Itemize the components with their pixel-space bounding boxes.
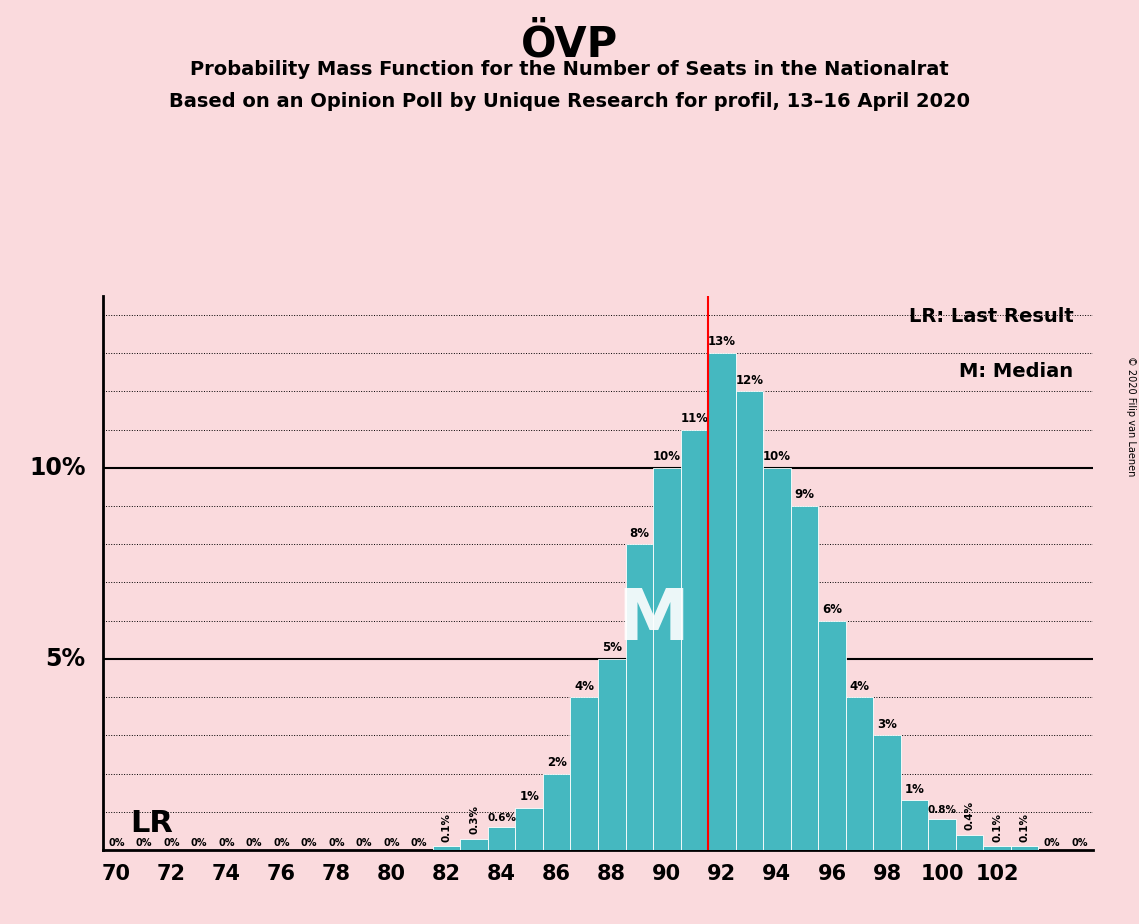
Text: 10%: 10% — [28, 456, 85, 480]
Text: 0%: 0% — [384, 838, 400, 848]
Text: 0%: 0% — [163, 838, 180, 848]
Bar — [681, 430, 708, 850]
Text: M: M — [617, 586, 689, 655]
Text: 0.4%: 0.4% — [965, 801, 975, 830]
Text: LR: Last Result: LR: Last Result — [909, 307, 1074, 326]
Text: 0.3%: 0.3% — [469, 805, 480, 834]
Bar — [708, 353, 736, 850]
Text: 0%: 0% — [219, 838, 235, 848]
Text: Probability Mass Function for the Number of Seats in the Nationalrat: Probability Mass Function for the Number… — [190, 60, 949, 79]
Bar — [460, 839, 487, 850]
Text: 8%: 8% — [629, 527, 649, 540]
Bar — [625, 544, 653, 850]
Bar — [956, 834, 983, 850]
Bar — [874, 736, 901, 850]
Text: 0.6%: 0.6% — [487, 812, 516, 822]
Bar — [736, 391, 763, 850]
Bar — [653, 468, 681, 850]
Text: 0%: 0% — [1072, 838, 1088, 848]
Text: 0%: 0% — [355, 838, 372, 848]
Bar — [928, 820, 956, 850]
Text: 5%: 5% — [601, 641, 622, 654]
Text: 1%: 1% — [904, 783, 925, 796]
Text: 0%: 0% — [190, 838, 207, 848]
Text: 0.1%: 0.1% — [1019, 813, 1030, 842]
Text: 4%: 4% — [850, 679, 869, 693]
Bar — [571, 697, 598, 850]
Bar — [818, 621, 846, 850]
Text: 10%: 10% — [763, 450, 790, 463]
Text: 0%: 0% — [108, 838, 124, 848]
Text: 1%: 1% — [519, 790, 539, 804]
Text: ÖVP: ÖVP — [521, 23, 618, 65]
Bar — [763, 468, 790, 850]
Text: 6%: 6% — [822, 603, 842, 616]
Text: Based on an Opinion Poll by Unique Research for profil, 13–16 April 2020: Based on an Opinion Poll by Unique Resea… — [169, 92, 970, 112]
Text: 13%: 13% — [707, 335, 736, 348]
Bar — [1011, 846, 1039, 850]
Bar — [543, 773, 571, 850]
Text: 0.1%: 0.1% — [992, 813, 1002, 842]
Text: 3%: 3% — [877, 718, 896, 731]
Text: 4%: 4% — [574, 679, 595, 693]
Text: 0%: 0% — [273, 838, 289, 848]
Text: 0%: 0% — [301, 838, 317, 848]
Text: 0%: 0% — [136, 838, 151, 848]
Text: LR: LR — [130, 808, 173, 838]
Bar — [515, 808, 543, 850]
Bar — [598, 659, 625, 850]
Text: M: Median: M: Median — [959, 362, 1074, 382]
Text: 0%: 0% — [246, 838, 262, 848]
Text: 10%: 10% — [653, 450, 681, 463]
Bar — [790, 506, 818, 850]
Text: 0%: 0% — [411, 838, 427, 848]
Text: © 2020 Filip van Laenen: © 2020 Filip van Laenen — [1126, 356, 1136, 476]
Text: 2%: 2% — [547, 756, 566, 769]
Bar — [433, 846, 460, 850]
Bar — [901, 800, 928, 850]
Bar — [845, 697, 874, 850]
Text: 0.8%: 0.8% — [927, 805, 957, 815]
Text: 0.1%: 0.1% — [442, 813, 451, 842]
Bar — [487, 827, 516, 850]
Text: 11%: 11% — [680, 412, 708, 425]
Text: 5%: 5% — [46, 647, 85, 671]
Text: 12%: 12% — [736, 373, 763, 386]
Text: 0%: 0% — [328, 838, 345, 848]
Text: 9%: 9% — [794, 489, 814, 502]
Bar — [983, 846, 1011, 850]
Text: 0%: 0% — [1044, 838, 1060, 848]
